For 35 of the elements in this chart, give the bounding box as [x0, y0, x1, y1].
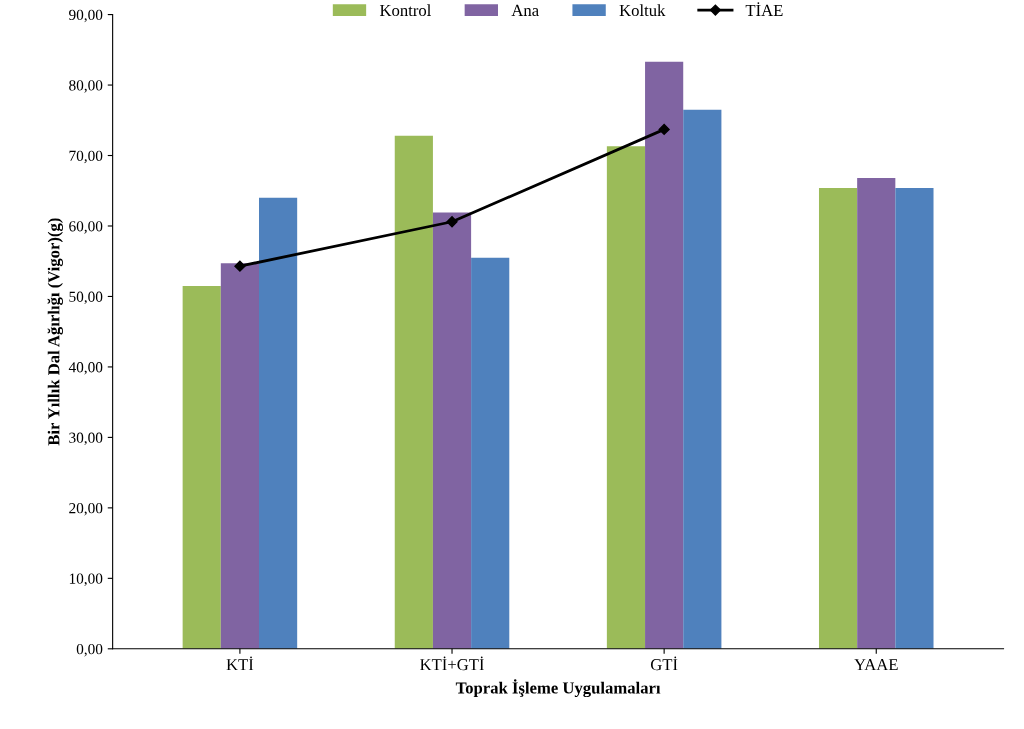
bar	[471, 257, 510, 649]
bar	[683, 109, 722, 649]
bar	[182, 285, 221, 649]
point	[234, 260, 246, 272]
bar	[857, 178, 896, 649]
bar	[818, 187, 858, 649]
y-tick-label: 50,00	[69, 291, 103, 305]
y-axis-title: Bir Yıllık Dal Ağırlığı (Vigor)(g)	[47, 218, 63, 446]
bar	[259, 197, 298, 649]
legend-label: Ana	[511, 4, 539, 17]
y-tick-label: 60,00	[69, 221, 103, 234]
y-tick-label: 40,00	[68, 362, 103, 375]
legend-label: Kontrol	[379, 4, 431, 17]
bar	[394, 135, 433, 649]
x-axis-title: Toprak İşleme Uygulamaları	[455, 679, 661, 698]
legend-label: TİAE	[745, 2, 783, 16]
point	[658, 123, 670, 136]
y-tick-label: 80,00	[69, 80, 103, 93]
y-tick-label: 70,00	[69, 150, 103, 164]
x-tick-label: KTİ+GTİ	[420, 656, 484, 671]
y-tick-label: 30,00	[69, 432, 103, 446]
point	[446, 216, 458, 228]
bar	[606, 146, 646, 649]
y-tick-label: 10,00	[69, 573, 103, 586]
bar	[220, 263, 259, 649]
y-tick-label: 0,00	[76, 643, 103, 657]
bar	[432, 212, 472, 649]
legend-label: Koltuk	[619, 4, 666, 17]
x-tick-label: GTİ	[650, 656, 678, 671]
bar	[895, 187, 934, 649]
x-tick-label: KTİ	[226, 656, 254, 671]
bar	[645, 61, 684, 649]
x-tick-label: YAAE	[854, 659, 898, 671]
y-tick-label: 90,00	[69, 9, 103, 23]
y-tick-label: 20,00	[69, 503, 103, 516]
